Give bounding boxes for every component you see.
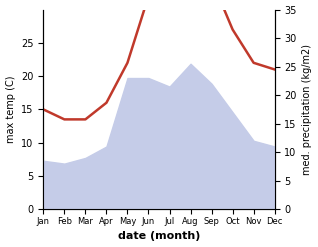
- Y-axis label: max temp (C): max temp (C): [5, 76, 16, 143]
- X-axis label: date (month): date (month): [118, 231, 200, 242]
- Y-axis label: med. precipitation (kg/m2): med. precipitation (kg/m2): [302, 44, 313, 175]
